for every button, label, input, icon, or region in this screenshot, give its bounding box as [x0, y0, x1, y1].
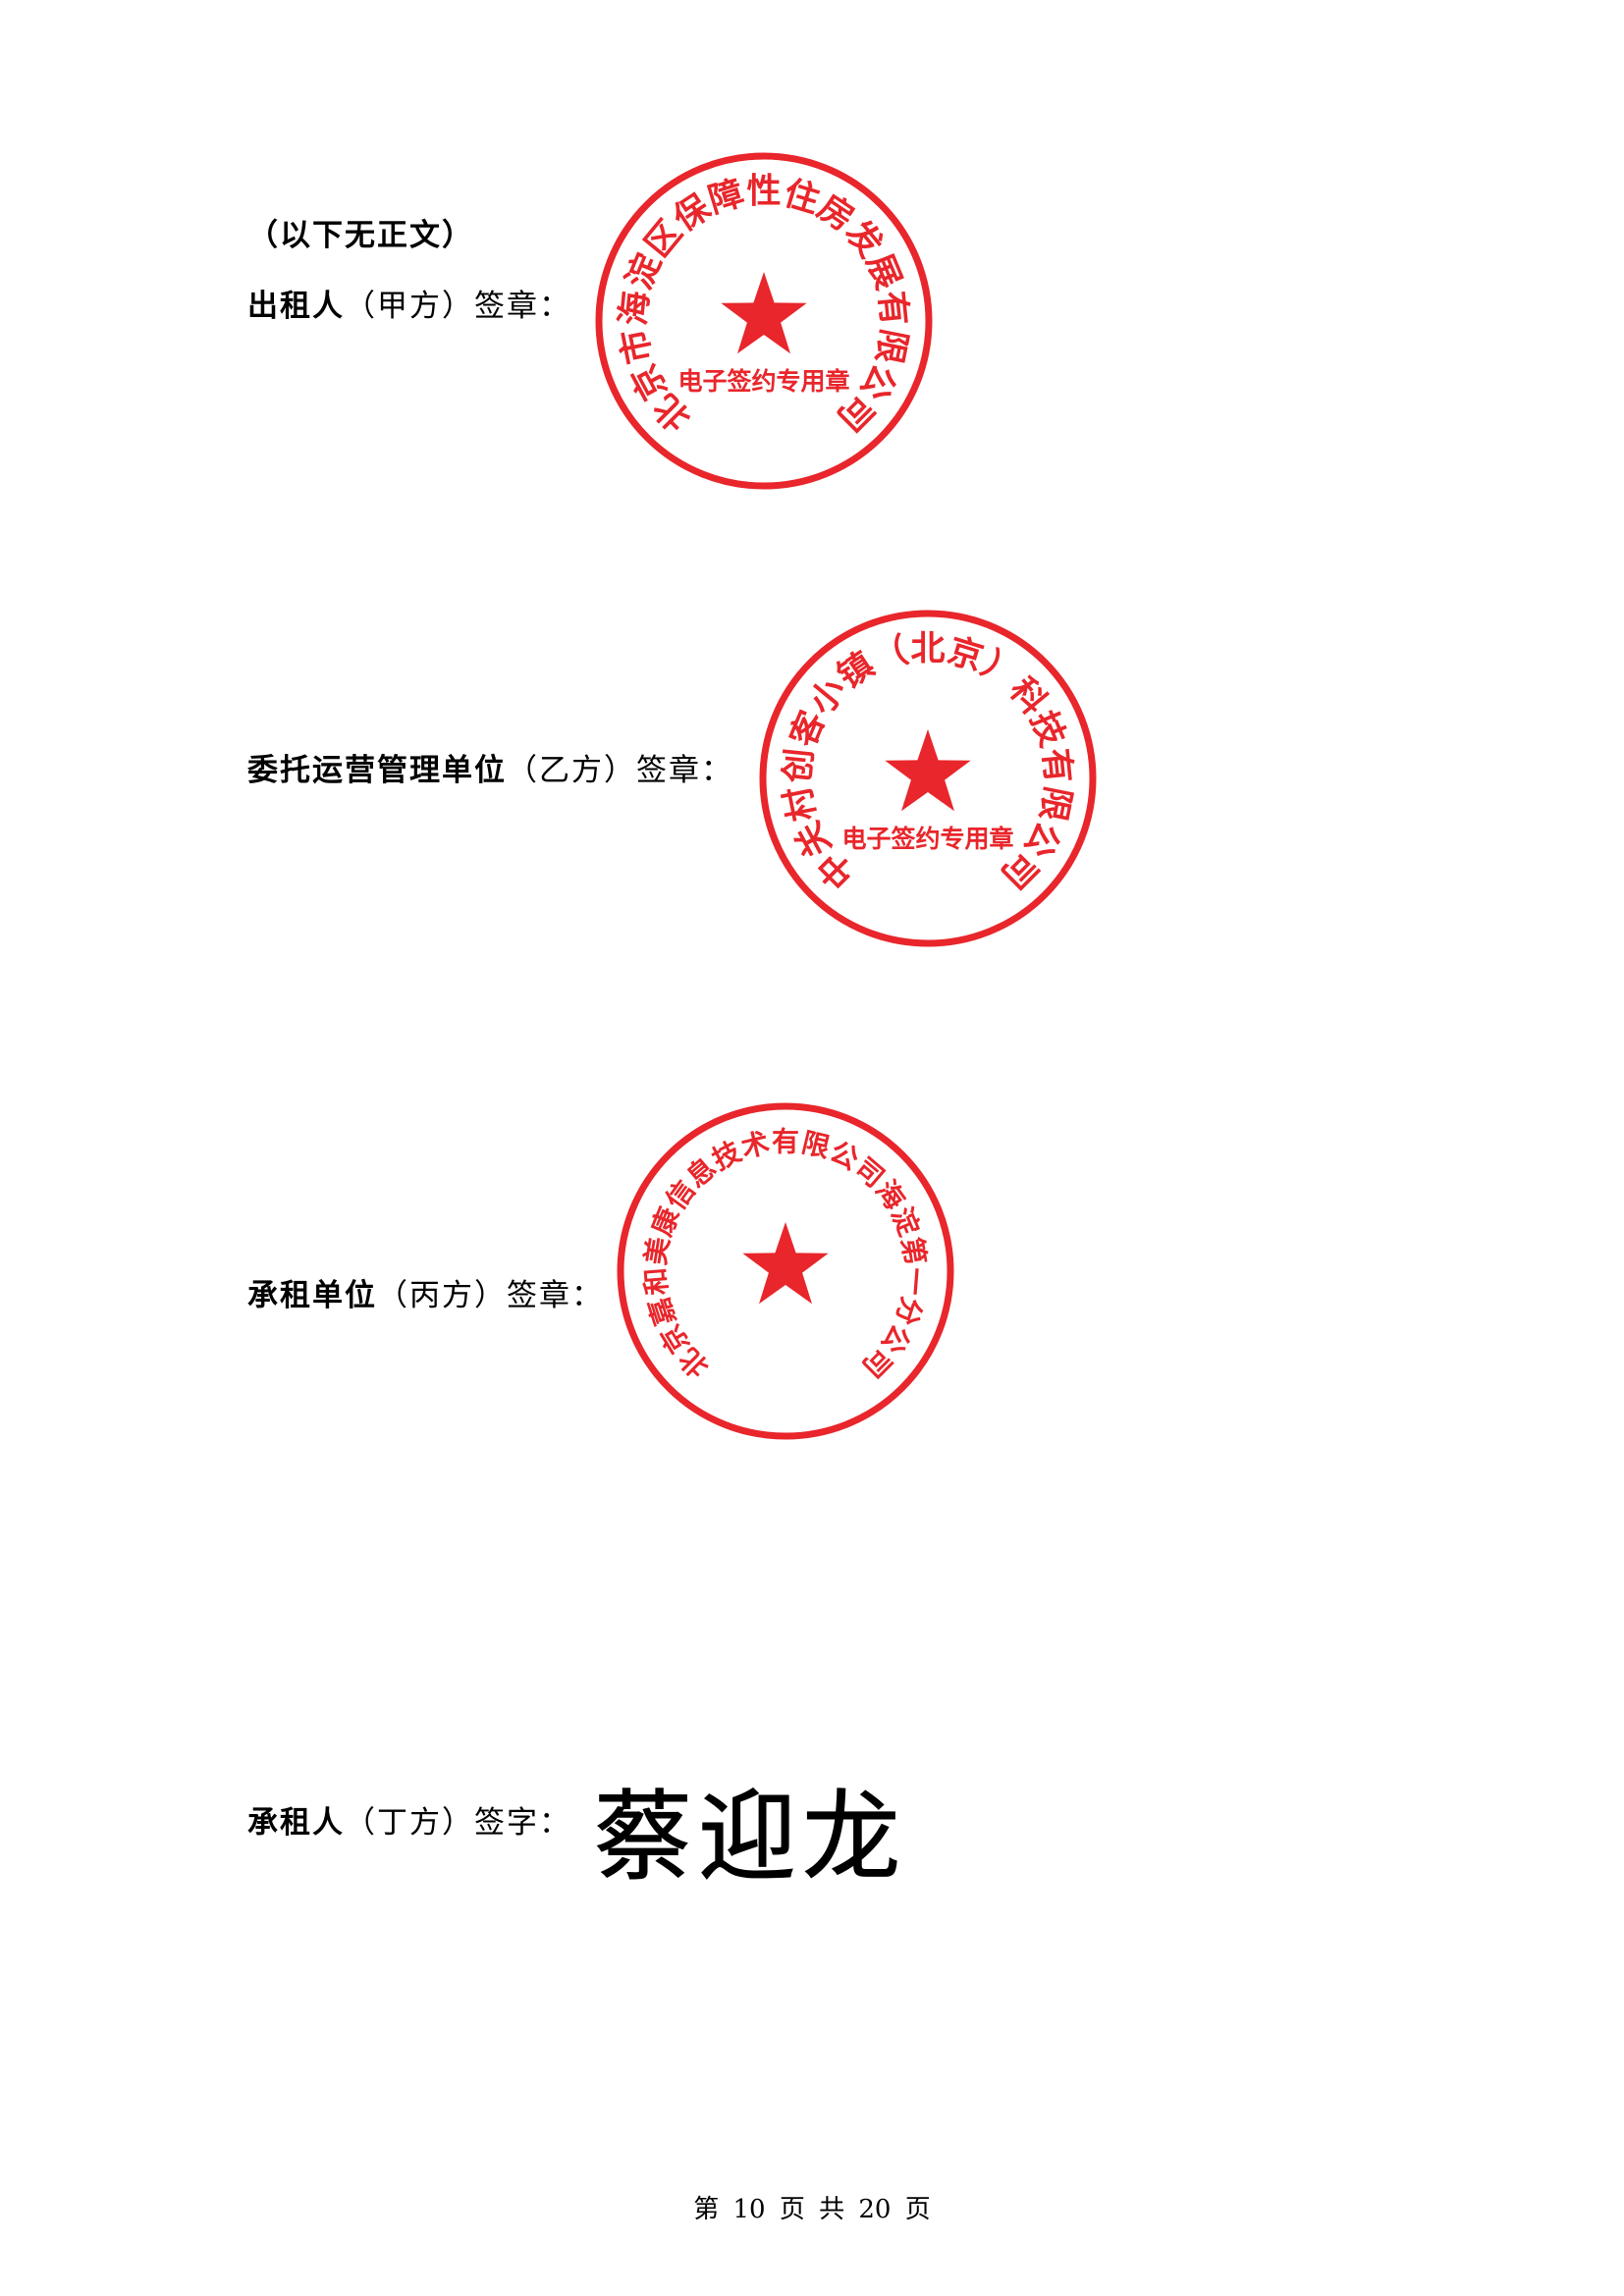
seal-purpose-text: 电子签约专用章 [677, 367, 849, 396]
seal-ring [617, 1102, 954, 1440]
party-b-signature-line: 委托运营管理单位（乙方）签章： [247, 751, 733, 790]
seal-ring-char: 有 [871, 290, 914, 328]
party-d-handwritten-signature: 蔡迎龙 [594, 1773, 908, 1892]
party-a-company-seal: 电子签约专用章 北京市海淀区保障性住房发展有限公司 [592, 149, 936, 493]
party-c-company-seal: 北京嘉和美康信息技术有限公司海淀第一分公司 [614, 1099, 957, 1443]
signature-image: 蔡迎龙 [594, 1780, 906, 1892]
party-c-signature-line: 承租单位（丙方）签章： [247, 1276, 604, 1315]
seal-ring-char: 海 [613, 290, 656, 328]
star-icon [885, 729, 971, 812]
party-a-signature-line: 出租人（甲方）签章： [247, 287, 571, 326]
seal-purpose-text: 电子签约专用章 [841, 825, 1013, 853]
seal-ring-char: 性 [746, 172, 781, 212]
party-c-suffix: （丙方）签章： [377, 1278, 604, 1313]
party-d-role: 承租人 [247, 1805, 345, 1841]
party-b-company-seal: 电子签约专用章 中关村创客小镇（北京）科技有限公司 [756, 607, 1100, 950]
seal-ring [595, 152, 933, 490]
seal-ring-char: 有 [772, 1126, 799, 1158]
seal-ring-char: 市 [614, 326, 660, 367]
party-a-role: 出租人 [247, 289, 345, 324]
seal-ring-char: 北 [910, 629, 945, 669]
page-number-footer: 第 10 页 共 20 页 [693, 2195, 931, 2224]
seal-ring-char: 一 [897, 1266, 932, 1297]
seal-ring-char: 有 [1035, 747, 1078, 785]
seal-ring-char: 创 [777, 747, 820, 786]
party-c-role: 承租单位 [247, 1278, 377, 1313]
seal-graphic: 北京嘉和美康信息技术有限公司海淀第一分公司 [617, 1102, 954, 1440]
seal-ring-char: 限 [868, 326, 914, 367]
seal-ring-char: 限 [1032, 783, 1078, 825]
party-d-signature-line: 承租人（丁方）签字： [247, 1803, 571, 1842]
seal-ring-char: 第 [895, 1235, 932, 1267]
star-icon [721, 272, 807, 354]
seal-ring [759, 610, 1097, 947]
seal-ring-char: 和 [639, 1266, 674, 1297]
seal-ring-char: 美 [639, 1235, 676, 1267]
party-b-role: 委托运营管理单位 [247, 753, 507, 788]
signature-glyphs: 蔡迎龙 [594, 1780, 906, 1891]
party-b-suffix: （乙方）签章： [507, 753, 733, 788]
seal-ring-char: 村 [778, 783, 824, 825]
party-d-suffix: （丁方）签字： [345, 1805, 571, 1841]
star-icon [742, 1222, 829, 1305]
no-further-text-note: （以下无正文） [247, 218, 474, 253]
party-a-suffix: （甲方）签章： [345, 289, 571, 324]
